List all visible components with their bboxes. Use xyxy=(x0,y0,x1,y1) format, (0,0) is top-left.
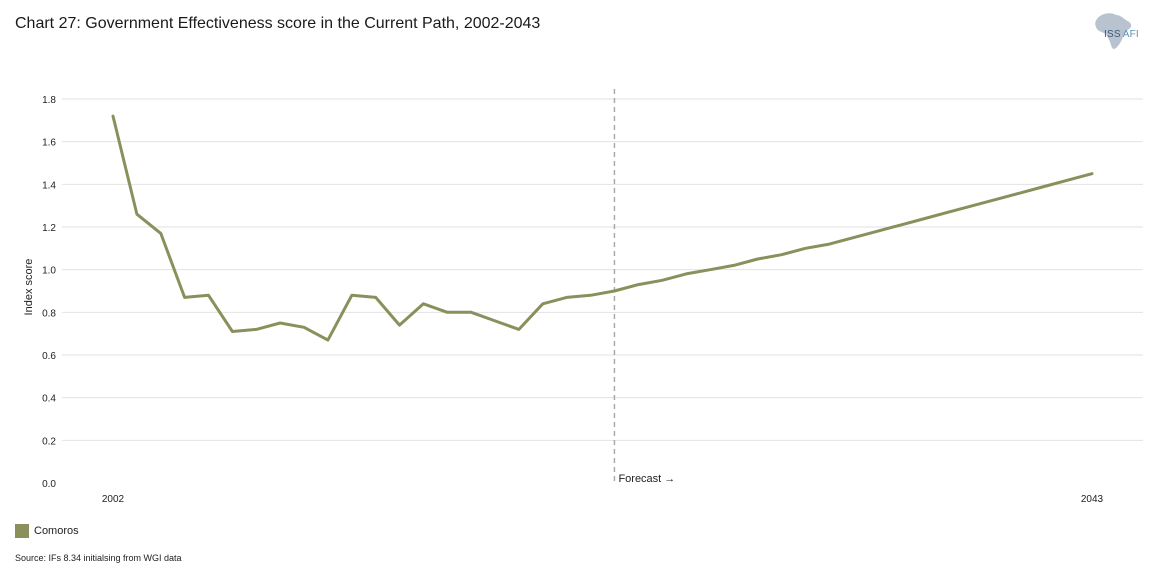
x-tick-label: 2043 xyxy=(1081,494,1104,505)
forecast-label: Forecast → xyxy=(618,473,675,485)
y-tick-label: 0.6 xyxy=(42,351,56,362)
legend-label: Comoros xyxy=(34,525,79,537)
y-axis-title: Index score xyxy=(23,259,35,316)
y-tick-label: 0.2 xyxy=(42,436,56,447)
y-tick-label: 1.6 xyxy=(42,138,56,149)
y-tick-label: 0.0 xyxy=(42,479,56,490)
y-tick-label: 0.8 xyxy=(42,308,56,319)
legend: Comoros xyxy=(15,524,79,538)
chart-title: Chart 27: Government Effectiveness score… xyxy=(15,15,541,32)
y-tick-label: 0.4 xyxy=(42,394,56,405)
y-tick-label: 1.0 xyxy=(42,266,56,277)
y-tick-label: 1.8 xyxy=(42,95,56,106)
series-line-comoros xyxy=(111,114,1094,342)
y-tick-label: 1.2 xyxy=(42,223,56,234)
africa-map-icon xyxy=(1095,13,1132,49)
iss-afi-logo: ISS AFI xyxy=(1104,29,1139,40)
y-tick-label: 1.4 xyxy=(42,180,56,191)
legend-swatch xyxy=(15,524,29,538)
source-note: Source: IFs 8.34 initialsing from WGI da… xyxy=(15,553,182,563)
x-tick-label: 2002 xyxy=(102,494,125,505)
